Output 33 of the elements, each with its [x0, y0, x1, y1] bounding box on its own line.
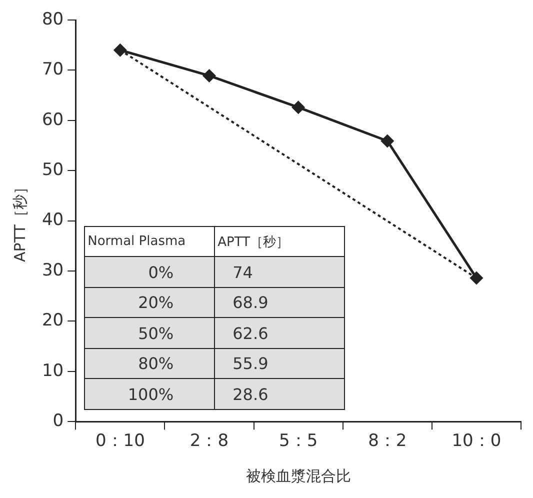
annotation: 80% [84, 348, 214, 379]
y-tick-label: 30 [42, 260, 64, 280]
x-axis-title: 被検血漿混合比 [246, 466, 351, 485]
x-tick-label: 2：8 [190, 431, 229, 452]
y-tick-label: 20 [42, 310, 64, 331]
annotation: 100% [84, 378, 214, 410]
annotation: 62.6 [214, 318, 344, 348]
annotation: 50% [84, 318, 214, 348]
x-tick-label: 8：2 [368, 431, 407, 452]
point [470, 272, 483, 284]
y-tick-label: 70 [42, 60, 64, 80]
y-tick-label: 60 [42, 110, 64, 130]
annotation: 20% [84, 287, 214, 318]
point [114, 44, 126, 56]
y-tick-label: 50 [42, 160, 64, 180]
annotation: APTT［秒］ [214, 226, 344, 257]
x-tick-label: 10：0 [452, 431, 502, 452]
annotation: 68.9 [214, 287, 344, 318]
point [381, 134, 394, 148]
y-axis-title: APTT［秒］ [10, 180, 29, 262]
x-tick-label: 0：10 [95, 431, 145, 452]
annotation: 28.6 [214, 378, 344, 410]
annotation: 55.9 [214, 348, 344, 379]
y-tick-label: 10 [42, 360, 64, 381]
annotation: 0% [84, 256, 214, 288]
point [202, 69, 216, 82]
y-tick-label: 0 [52, 411, 64, 432]
y-tick-label: 40 [42, 210, 64, 230]
point [292, 101, 305, 114]
y-tick-label: 80 [42, 9, 64, 30]
annotation: Normal Plasma [84, 226, 214, 257]
x-tick-label: 5：5 [278, 431, 318, 452]
annotation: 74 [214, 256, 344, 288]
